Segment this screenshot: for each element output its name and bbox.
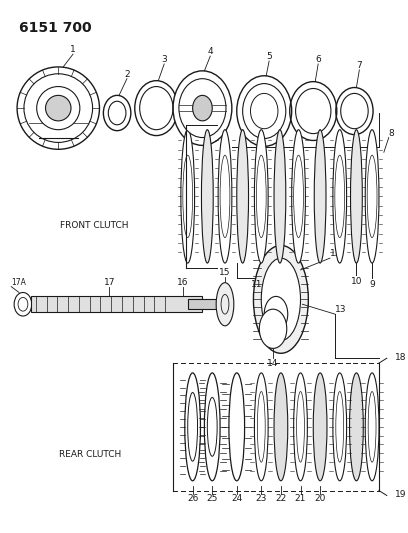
Text: 15: 15 [219, 269, 231, 277]
Ellipse shape [314, 130, 326, 263]
Ellipse shape [256, 155, 266, 238]
Ellipse shape [365, 373, 379, 481]
Text: 21: 21 [295, 494, 306, 503]
Ellipse shape [181, 130, 195, 263]
Text: 3: 3 [161, 55, 167, 64]
Ellipse shape [257, 392, 265, 462]
Ellipse shape [204, 373, 220, 481]
Ellipse shape [274, 373, 288, 481]
Ellipse shape [17, 67, 100, 149]
Text: 24: 24 [231, 494, 242, 503]
Ellipse shape [292, 130, 306, 263]
Text: 20: 20 [315, 494, 326, 503]
Text: 2: 2 [124, 70, 130, 79]
Text: 6151 700: 6151 700 [19, 21, 92, 35]
Bar [31, 296, 202, 312]
Ellipse shape [350, 373, 363, 481]
Ellipse shape [185, 373, 200, 481]
Text: 12: 12 [330, 249, 341, 258]
Ellipse shape [183, 155, 193, 238]
Bar [188, 300, 217, 309]
Text: 25: 25 [206, 494, 218, 503]
Text: 26: 26 [187, 494, 198, 503]
Ellipse shape [18, 297, 28, 311]
Ellipse shape [237, 130, 248, 263]
Ellipse shape [37, 86, 80, 130]
Ellipse shape [255, 373, 268, 481]
Ellipse shape [218, 130, 232, 263]
Ellipse shape [313, 373, 327, 481]
Text: REAR CLUTCH: REAR CLUTCH [58, 450, 121, 459]
Ellipse shape [274, 130, 286, 263]
Text: 4: 4 [208, 47, 213, 56]
Ellipse shape [202, 130, 213, 263]
Text: 10: 10 [350, 277, 362, 286]
Ellipse shape [216, 282, 234, 326]
Ellipse shape [294, 373, 307, 481]
Ellipse shape [173, 71, 232, 146]
Text: 17A: 17A [11, 278, 26, 287]
Text: 14: 14 [267, 359, 279, 368]
Ellipse shape [333, 130, 347, 263]
Ellipse shape [46, 95, 71, 121]
Ellipse shape [14, 293, 32, 316]
Ellipse shape [24, 74, 93, 142]
Text: 9: 9 [369, 280, 375, 289]
Ellipse shape [188, 392, 197, 461]
Ellipse shape [259, 309, 287, 349]
Text: 8: 8 [389, 128, 395, 138]
Ellipse shape [229, 373, 245, 481]
Ellipse shape [350, 130, 362, 263]
Text: 16: 16 [177, 278, 188, 287]
Text: 19: 19 [395, 490, 406, 499]
Ellipse shape [294, 155, 304, 238]
Text: 6: 6 [315, 55, 321, 64]
Ellipse shape [368, 392, 376, 462]
Text: 5: 5 [266, 52, 272, 61]
Ellipse shape [367, 155, 377, 238]
Ellipse shape [261, 258, 301, 341]
Ellipse shape [207, 398, 217, 456]
Ellipse shape [255, 130, 268, 263]
Text: 11: 11 [251, 280, 262, 289]
Ellipse shape [264, 296, 288, 332]
Ellipse shape [297, 392, 304, 462]
Ellipse shape [335, 155, 345, 238]
Text: FRONT CLUTCH: FRONT CLUTCH [60, 221, 129, 230]
Text: 1: 1 [70, 45, 76, 54]
Text: 17: 17 [104, 278, 115, 287]
Ellipse shape [220, 155, 230, 238]
Text: 18: 18 [395, 353, 406, 362]
Text: 22: 22 [275, 494, 286, 503]
Ellipse shape [253, 245, 308, 353]
Text: 23: 23 [255, 494, 267, 503]
Ellipse shape [336, 392, 344, 462]
Ellipse shape [193, 95, 212, 121]
Text: 7: 7 [357, 61, 362, 70]
Ellipse shape [333, 373, 347, 481]
Ellipse shape [365, 130, 379, 263]
Text: 13: 13 [335, 305, 346, 314]
Ellipse shape [179, 79, 226, 138]
